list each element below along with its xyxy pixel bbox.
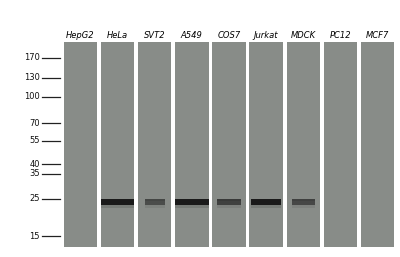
Text: 35: 35 — [29, 169, 40, 179]
Bar — [138, 42, 172, 247]
Bar — [212, 42, 246, 247]
Text: 15: 15 — [30, 232, 40, 241]
Bar — [292, 199, 315, 205]
Text: COS7: COS7 — [217, 31, 241, 40]
Bar — [101, 199, 134, 201]
Bar — [361, 42, 394, 247]
Text: 130: 130 — [24, 73, 40, 82]
Bar — [251, 205, 281, 208]
Bar — [251, 199, 281, 201]
Bar — [145, 199, 165, 205]
Bar — [64, 42, 97, 247]
Bar — [292, 199, 315, 201]
Bar — [145, 205, 165, 208]
Bar — [217, 205, 241, 208]
Text: 170: 170 — [24, 53, 40, 62]
Text: MCF7: MCF7 — [366, 31, 389, 40]
Text: 40: 40 — [30, 160, 40, 169]
Bar — [324, 42, 357, 247]
Text: HepG2: HepG2 — [66, 31, 95, 40]
Text: HeLa: HeLa — [107, 31, 128, 40]
Bar — [175, 199, 208, 201]
Text: A549: A549 — [181, 31, 203, 40]
Text: 55: 55 — [30, 136, 40, 145]
Text: MDCK: MDCK — [291, 31, 316, 40]
Text: 25: 25 — [30, 194, 40, 203]
Text: PC12: PC12 — [330, 31, 351, 40]
Bar — [217, 199, 241, 201]
Bar — [251, 199, 281, 205]
Text: Jurkat: Jurkat — [254, 31, 278, 40]
Bar — [250, 42, 283, 247]
Text: 70: 70 — [29, 118, 40, 127]
Bar — [286, 42, 320, 247]
Bar — [292, 205, 315, 208]
Bar — [145, 199, 165, 201]
Bar — [101, 199, 134, 205]
Bar — [175, 199, 208, 205]
Text: 100: 100 — [24, 92, 40, 102]
Bar — [101, 205, 134, 208]
Bar — [101, 42, 134, 247]
Bar — [175, 205, 208, 208]
Bar — [175, 42, 208, 247]
Bar — [217, 199, 241, 205]
Text: SVT2: SVT2 — [144, 31, 166, 40]
